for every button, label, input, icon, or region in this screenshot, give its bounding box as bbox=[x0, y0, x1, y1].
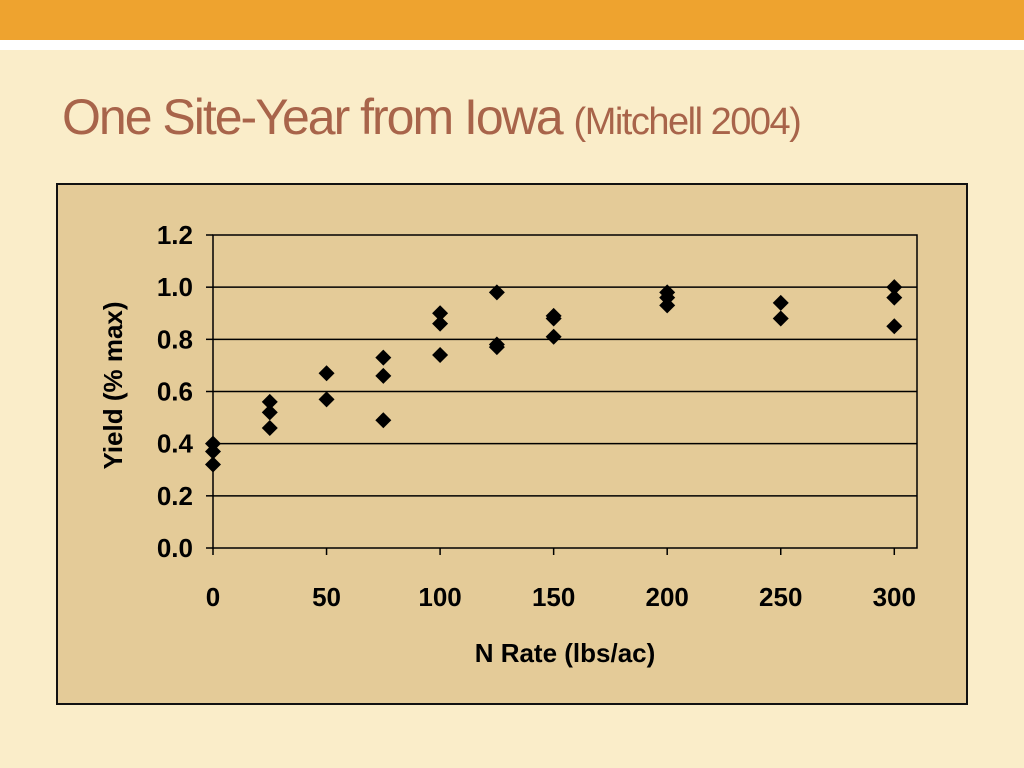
x-tick-label: 250 bbox=[759, 582, 802, 612]
data-point bbox=[886, 279, 903, 296]
data-point bbox=[432, 315, 449, 332]
scatter-chart: 0.00.20.40.60.81.01.20 50 100 150 200 250 300 … bbox=[98, 220, 918, 668]
header-divider bbox=[0, 40, 1024, 50]
data-point bbox=[886, 289, 903, 306]
data-point bbox=[488, 284, 505, 301]
chart-panel: 0.0 0.2 0.4 0.6 0.8 1.0 1.2 0 50 100 150 200 250 300 … bbox=[56, 183, 968, 705]
y-tick-label: 0.0 bbox=[157, 533, 193, 563]
y-tick-label: 0.4 bbox=[157, 429, 194, 459]
header-accent-bar bbox=[0, 0, 1024, 40]
slide-title: One Site-Year from Iowa (Mitchell 2004) bbox=[62, 88, 802, 146]
data-point bbox=[488, 339, 505, 356]
data-point bbox=[545, 310, 562, 327]
data-point bbox=[886, 318, 903, 335]
data-points bbox=[205, 279, 903, 473]
data-point bbox=[318, 365, 335, 382]
slide-title-main: One Site-Year from Iowa bbox=[62, 89, 564, 145]
gridlines bbox=[213, 286, 917, 497]
slide-title-citation: (Mitchell 2004) bbox=[573, 101, 802, 143]
x-tick-label: 150 bbox=[532, 582, 575, 612]
data-point bbox=[261, 393, 278, 410]
data-point bbox=[659, 297, 676, 314]
data-point bbox=[261, 420, 278, 437]
y-tick-label: 0.6 bbox=[157, 377, 193, 407]
y-tick-label: 0.8 bbox=[157, 324, 193, 354]
axis-ticks bbox=[206, 234, 896, 555]
y-tick-label: 0.2 bbox=[157, 481, 193, 511]
y-axis-label: Yield (% max) bbox=[98, 301, 128, 469]
data-point bbox=[772, 294, 789, 311]
data-point bbox=[261, 404, 278, 421]
data-point bbox=[205, 443, 221, 460]
x-tick-label: 100 bbox=[418, 582, 461, 612]
data-point bbox=[205, 456, 221, 473]
x-tick-label: 50 bbox=[312, 582, 341, 612]
data-point bbox=[318, 391, 335, 408]
x-tick-label: 0 bbox=[206, 582, 220, 612]
x-tick-label: 300 bbox=[873, 582, 916, 612]
x-axis-label: N Rate (lbs/ac) bbox=[475, 638, 656, 668]
y-tick-label: 1.2 bbox=[157, 220, 193, 250]
data-point bbox=[432, 305, 449, 322]
x-tick-label: 200 bbox=[645, 582, 688, 612]
tick-labels: 0.0 0.2 0.4 0.6 0.8 1.0 1.2 0 50 100 150 200 250 300 bbox=[157, 220, 916, 612]
data-point bbox=[375, 367, 392, 384]
data-point bbox=[432, 346, 449, 363]
y-tick-label: 1.0 bbox=[157, 272, 193, 302]
data-point bbox=[772, 310, 789, 327]
data-point bbox=[375, 412, 392, 429]
data-point bbox=[375, 349, 392, 366]
data-point bbox=[545, 328, 562, 345]
